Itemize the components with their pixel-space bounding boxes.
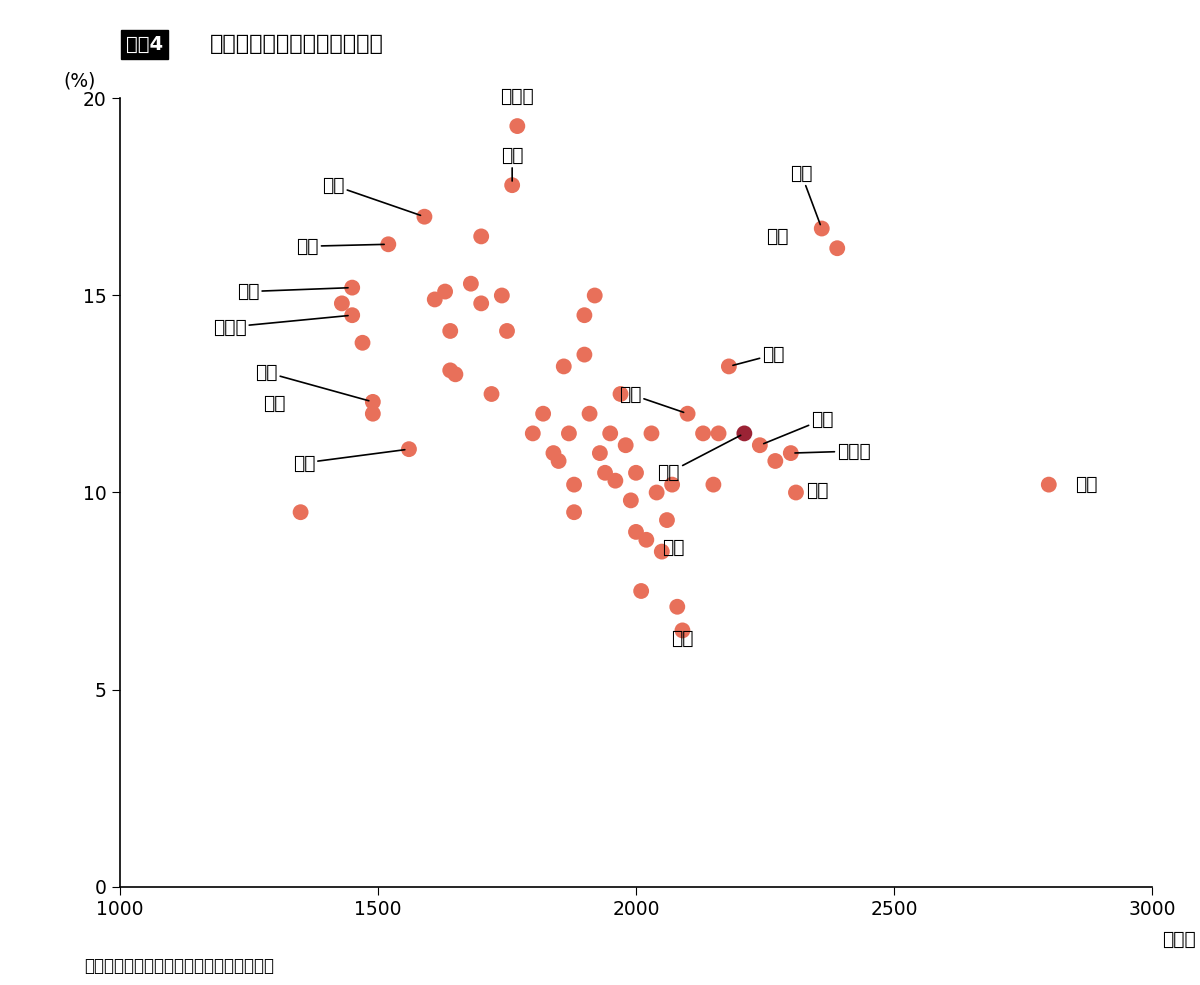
Text: 広島: 広島 — [790, 164, 821, 225]
Point — [766, 453, 785, 469]
Point — [498, 323, 517, 339]
Point — [642, 426, 661, 441]
Point — [353, 335, 372, 351]
Point — [828, 240, 847, 256]
Text: 千葉: 千葉 — [806, 481, 829, 500]
Point — [550, 453, 569, 469]
Text: 愛知: 愛知 — [733, 345, 785, 365]
Point — [482, 386, 502, 402]
Point — [622, 492, 641, 508]
Point — [595, 465, 614, 481]
Text: 宮崎: 宮崎 — [236, 282, 348, 301]
Text: 都道府県別の名目時給の変化: 都道府県別の名目時給の変化 — [210, 34, 384, 54]
Point — [734, 426, 754, 441]
Point — [508, 118, 527, 134]
Text: 北海道: 北海道 — [500, 87, 534, 106]
Point — [719, 359, 738, 374]
Text: 大阪: 大阪 — [763, 410, 834, 443]
Point — [400, 441, 419, 457]
Point — [786, 485, 805, 500]
Text: （円）: （円） — [1163, 930, 1196, 949]
Text: 岐阜: 岐阜 — [322, 175, 420, 216]
Point — [704, 477, 724, 492]
Point — [343, 280, 362, 295]
Point — [626, 465, 646, 481]
Point — [364, 394, 383, 410]
Point — [472, 229, 491, 244]
Point — [1039, 477, 1058, 492]
Text: 秋田: 秋田 — [296, 236, 384, 256]
Point — [503, 177, 522, 193]
Point — [544, 445, 563, 461]
Text: 東京: 東京 — [1075, 475, 1097, 494]
Point — [575, 347, 594, 362]
Point — [534, 406, 553, 422]
Point — [601, 426, 620, 441]
Text: 長崎: 長崎 — [254, 362, 368, 401]
Point — [472, 296, 491, 311]
Text: 図表4: 図表4 — [126, 34, 163, 54]
Point — [343, 307, 362, 323]
Point — [673, 623, 692, 638]
Point — [637, 532, 656, 548]
Text: 大分: 大分 — [500, 146, 523, 181]
Text: 全国: 全国 — [658, 435, 740, 483]
Point — [781, 445, 800, 461]
Point — [626, 524, 646, 540]
Point — [575, 307, 594, 323]
Point — [461, 276, 480, 292]
Point — [364, 406, 383, 422]
Point — [658, 512, 677, 528]
Point — [559, 426, 578, 441]
Point — [606, 473, 625, 489]
Point — [564, 504, 583, 520]
Point — [440, 362, 460, 378]
Point — [446, 366, 466, 382]
Text: （出典）厕生労働省「毎月勤労統計調査」: （出典）厕生労働省「毎月勤労統計調査」 — [84, 957, 274, 975]
Text: 兵庫: 兵庫 — [619, 384, 684, 413]
Point — [590, 445, 610, 461]
Point — [425, 292, 444, 307]
Text: 京都: 京都 — [766, 227, 788, 246]
Text: 山形: 山形 — [293, 450, 404, 473]
Point — [292, 504, 311, 520]
Point — [523, 426, 542, 441]
Point — [631, 583, 650, 599]
Point — [647, 485, 666, 500]
Point — [440, 323, 460, 339]
Text: 鹿児島: 鹿児島 — [212, 315, 348, 337]
Text: (%): (%) — [64, 72, 96, 91]
Point — [492, 288, 511, 303]
Point — [812, 221, 832, 236]
Point — [653, 544, 672, 559]
Point — [750, 437, 769, 453]
Point — [616, 437, 635, 453]
Point — [662, 477, 682, 492]
Point — [611, 386, 630, 402]
Point — [436, 284, 455, 299]
Point — [564, 477, 583, 492]
Point — [332, 296, 352, 311]
Text: 静岡: 静岡 — [671, 628, 694, 648]
Point — [678, 406, 697, 422]
Text: 神奈川: 神奈川 — [794, 441, 871, 461]
Point — [667, 599, 686, 615]
Point — [580, 406, 599, 422]
Point — [379, 236, 398, 252]
Point — [694, 426, 713, 441]
Text: 三重: 三重 — [662, 538, 684, 558]
Point — [415, 209, 434, 225]
Text: 沖縄: 沖縄 — [263, 394, 286, 414]
Point — [586, 288, 605, 303]
Point — [709, 426, 728, 441]
Point — [554, 359, 574, 374]
